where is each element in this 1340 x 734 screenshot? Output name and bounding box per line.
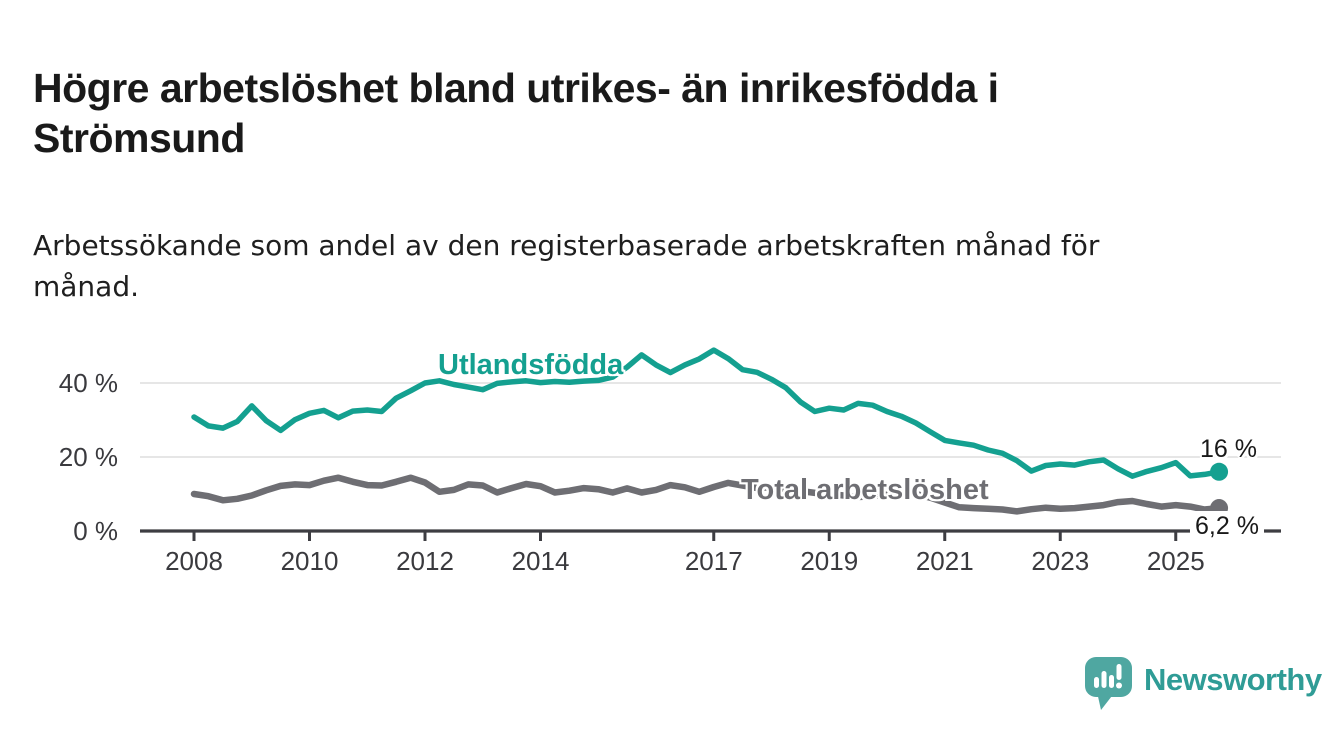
x-tick-label: 2021 <box>915 546 974 576</box>
series-label-total-arbetsloshet: Total arbetslöshet <box>741 474 989 506</box>
y-tick-label: 0 % <box>73 516 118 546</box>
end-value-label-total: 6,2 % <box>1190 511 1264 542</box>
x-tick-label: 2008 <box>165 546 223 576</box>
x-tick-label: 2014 <box>511 546 570 576</box>
bar-chart-speech-bubble-icon <box>1085 657 1132 710</box>
x-tick-label: 2025 <box>1146 546 1205 576</box>
logo-wordmark: Newsworthy <box>1144 662 1322 697</box>
x-tick-label: 2019 <box>800 546 859 576</box>
series-line-utlandsfodda <box>191 347 1222 479</box>
x-tick-label: 2017 <box>684 546 743 576</box>
series-end-dot-utlandsfodda <box>1210 462 1229 481</box>
series-label-utlandsfodda: Utlandsfödda <box>438 349 624 381</box>
series-line-total <box>190 474 1223 515</box>
chart-subtitle: Arbetssökande som andel av den registerb… <box>33 229 1100 303</box>
newsworthy-logo: Newsworthy <box>1084 656 1322 712</box>
x-tick-label: 2023 <box>1031 546 1090 576</box>
x-tick-label: 2012 <box>396 546 454 576</box>
page-title: Högre arbetslöshet bland utrikes- än inr… <box>33 65 999 162</box>
y-tick-label: 40 % <box>58 368 118 398</box>
end-value-label-utlandsfodda: 16 % <box>1200 435 1257 463</box>
x-tick-label: 2010 <box>280 546 339 576</box>
y-tick-label: 20 % <box>58 442 118 472</box>
